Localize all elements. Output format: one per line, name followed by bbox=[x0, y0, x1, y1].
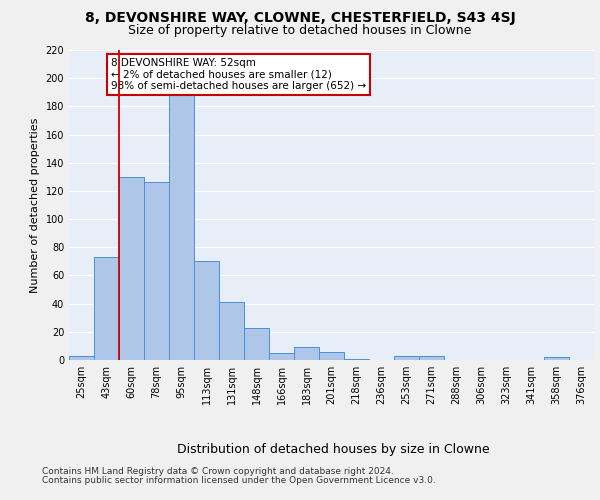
Bar bbox=[319, 352, 344, 360]
Bar bbox=[94, 257, 119, 360]
Text: Contains public sector information licensed under the Open Government Licence v3: Contains public sector information licen… bbox=[42, 476, 436, 485]
Bar bbox=[244, 328, 269, 360]
Bar bbox=[269, 353, 294, 360]
Text: Size of property relative to detached houses in Clowne: Size of property relative to detached ho… bbox=[128, 24, 472, 37]
Text: 8 DEVONSHIRE WAY: 52sqm
← 2% of detached houses are smaller (12)
98% of semi-det: 8 DEVONSHIRE WAY: 52sqm ← 2% of detached… bbox=[111, 58, 366, 91]
Bar bbox=[144, 182, 169, 360]
Bar bbox=[119, 177, 144, 360]
Text: Contains HM Land Registry data © Crown copyright and database right 2024.: Contains HM Land Registry data © Crown c… bbox=[42, 467, 394, 476]
Bar bbox=[219, 302, 244, 360]
Y-axis label: Number of detached properties: Number of detached properties bbox=[30, 118, 40, 292]
Bar bbox=[544, 357, 569, 360]
Bar bbox=[344, 358, 369, 360]
Bar bbox=[69, 356, 94, 360]
Bar bbox=[294, 348, 319, 360]
Bar bbox=[194, 262, 219, 360]
Bar bbox=[394, 356, 419, 360]
Bar bbox=[419, 356, 444, 360]
Text: 8, DEVONSHIRE WAY, CLOWNE, CHESTERFIELD, S43 4SJ: 8, DEVONSHIRE WAY, CLOWNE, CHESTERFIELD,… bbox=[85, 11, 515, 25]
Text: Distribution of detached houses by size in Clowne: Distribution of detached houses by size … bbox=[176, 442, 490, 456]
Bar bbox=[169, 91, 194, 360]
